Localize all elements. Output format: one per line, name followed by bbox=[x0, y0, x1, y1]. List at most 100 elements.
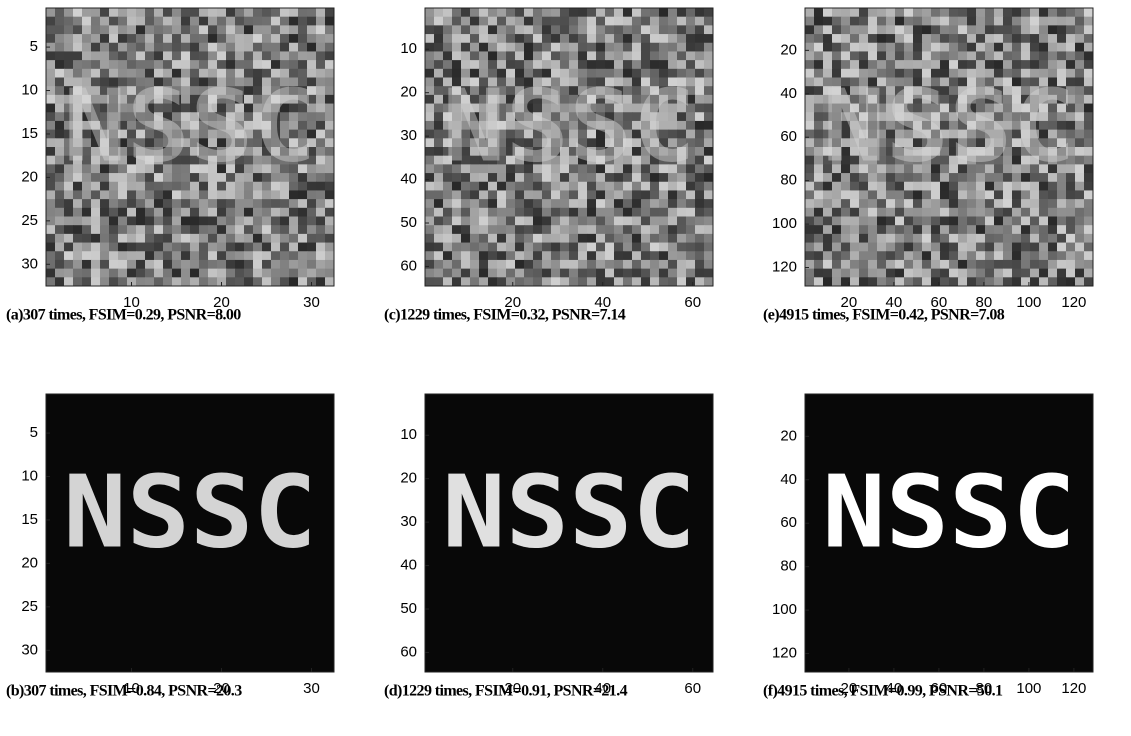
y-tick-label: 30 bbox=[21, 255, 38, 272]
noise-pixel bbox=[109, 225, 119, 234]
noise-pixel bbox=[91, 260, 101, 269]
noise-pixel bbox=[452, 277, 462, 286]
noise-pixel bbox=[154, 269, 164, 278]
noise-pixel bbox=[1084, 8, 1094, 17]
noise-pixel bbox=[641, 269, 651, 278]
noise-pixel bbox=[859, 17, 869, 26]
noise-pixel bbox=[479, 251, 489, 260]
noise-pixel bbox=[64, 34, 74, 43]
noise-pixel bbox=[461, 269, 471, 278]
noise-pixel bbox=[704, 164, 714, 173]
noise-pixel bbox=[533, 269, 543, 278]
noise-pixel bbox=[632, 17, 642, 26]
noise-pixel bbox=[976, 225, 986, 234]
noise-pixel bbox=[226, 43, 236, 52]
noise-pixel bbox=[109, 43, 119, 52]
noise-pixel bbox=[452, 17, 462, 26]
noise-pixel bbox=[452, 217, 462, 226]
noise-pixel bbox=[316, 121, 326, 130]
noise-pixel bbox=[967, 17, 977, 26]
noise-pixel bbox=[967, 260, 977, 269]
noise-pixel bbox=[668, 251, 678, 260]
noise-pixel bbox=[695, 199, 705, 208]
noise-pixel bbox=[1012, 234, 1022, 243]
noise-pixel bbox=[136, 208, 146, 217]
noise-pixel bbox=[695, 234, 705, 243]
noise-pixel bbox=[569, 17, 579, 26]
noise-pixel bbox=[82, 34, 92, 43]
noise-pixel bbox=[967, 43, 977, 52]
noise-pixel bbox=[569, 51, 579, 60]
noise-pixel bbox=[91, 225, 101, 234]
noise-pixel bbox=[551, 17, 561, 26]
noise-pixel bbox=[127, 43, 137, 52]
noise-pixel bbox=[805, 25, 815, 34]
noise-pixel bbox=[127, 25, 137, 34]
noise-pixel bbox=[199, 208, 209, 217]
noise-pixel bbox=[136, 243, 146, 252]
noise-pixel bbox=[1066, 225, 1076, 234]
noise-pixel bbox=[425, 217, 435, 226]
noise-pixel bbox=[199, 277, 209, 286]
noise-pixel bbox=[623, 43, 633, 52]
noise-pixel bbox=[244, 225, 254, 234]
noise-pixel bbox=[877, 199, 887, 208]
noise-pixel bbox=[1075, 147, 1085, 156]
noise-pixel bbox=[316, 190, 326, 199]
noise-pixel bbox=[1075, 130, 1085, 139]
noise-pixel bbox=[172, 269, 182, 278]
noise-pixel bbox=[569, 34, 579, 43]
noise-pixel bbox=[46, 25, 56, 34]
noise-pixel bbox=[425, 25, 435, 34]
noise-pixel bbox=[109, 243, 119, 252]
noise-pixel bbox=[641, 190, 651, 199]
noise-pixel bbox=[425, 182, 435, 191]
noise-pixel bbox=[172, 17, 182, 26]
noise-pixel bbox=[46, 199, 56, 208]
noise-pixel bbox=[497, 17, 507, 26]
noise-pixel bbox=[823, 208, 833, 217]
noise-pixel bbox=[823, 225, 833, 234]
noise-pixel bbox=[668, 8, 678, 17]
noise-pixel bbox=[235, 234, 245, 243]
noise-pixel bbox=[217, 251, 227, 260]
noise-pixel bbox=[226, 277, 236, 286]
noise-pixel bbox=[1039, 243, 1049, 252]
noise-pixel bbox=[452, 251, 462, 260]
noise-pixel bbox=[479, 217, 489, 226]
noise-pixel bbox=[877, 234, 887, 243]
noise-pixel bbox=[1003, 234, 1013, 243]
noise-pixel bbox=[181, 190, 191, 199]
noise-pixel bbox=[850, 243, 860, 252]
noise-pixel bbox=[497, 277, 507, 286]
noise-pixel bbox=[659, 269, 669, 278]
noise-pixel bbox=[904, 25, 914, 34]
noise-pixel bbox=[695, 25, 705, 34]
noise-pixel bbox=[479, 277, 489, 286]
noise-pixel bbox=[850, 208, 860, 217]
noise-pixel bbox=[841, 217, 851, 226]
noise-pixel bbox=[46, 138, 56, 147]
noise-pixel bbox=[109, 34, 119, 43]
noise-pixel bbox=[904, 51, 914, 60]
noise-pixel bbox=[877, 34, 887, 43]
noise-pixel bbox=[569, 243, 579, 252]
noise-pixel bbox=[452, 243, 462, 252]
noise-pixel bbox=[461, 243, 471, 252]
noise-pixel bbox=[425, 138, 435, 147]
noise-pixel bbox=[704, 208, 714, 217]
noise-pixel bbox=[605, 225, 615, 234]
noise-pixel bbox=[560, 190, 570, 199]
noise-pixel bbox=[1057, 51, 1067, 60]
panel: NSSC204060102030405060(c)1229 times, FSI… bbox=[384, 8, 714, 324]
x-tick-label: 100 bbox=[1016, 680, 1041, 697]
noise-pixel bbox=[551, 8, 561, 17]
noise-pixel bbox=[1003, 199, 1013, 208]
noise-pixel bbox=[46, 78, 56, 87]
noise-pixel bbox=[677, 25, 687, 34]
noise-pixel bbox=[100, 34, 110, 43]
noise-pixel bbox=[425, 17, 435, 26]
noise-pixel bbox=[1039, 208, 1049, 217]
noise-pixel bbox=[1012, 17, 1022, 26]
noise-pixel bbox=[55, 217, 65, 226]
